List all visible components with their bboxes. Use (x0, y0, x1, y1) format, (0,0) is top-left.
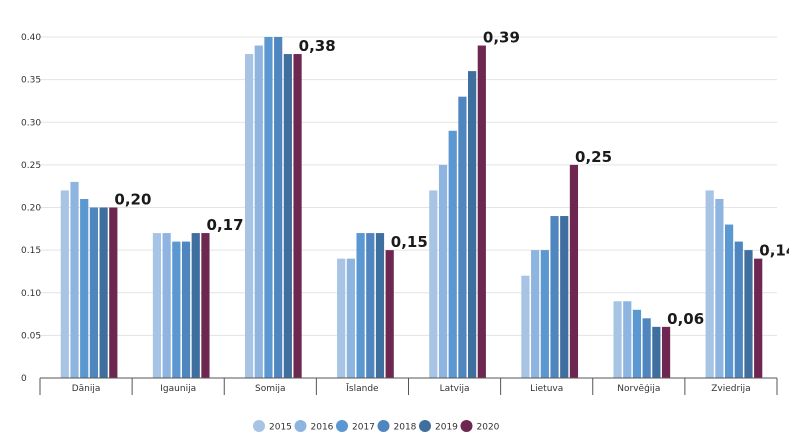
bar-2019 (560, 216, 569, 378)
data-label: 0,20 (114, 191, 151, 209)
x-tick-label: Īslande (346, 383, 379, 394)
data-label: 0,15 (391, 233, 428, 251)
x-tick-label: Zviedrija (711, 384, 750, 394)
y-tick-label: 0.10 (21, 289, 41, 299)
bar-2018 (274, 37, 283, 378)
bar-2019 (375, 233, 385, 378)
bar-2020 (569, 164, 579, 378)
bar-2018 (642, 318, 651, 378)
bar-2020 (661, 326, 671, 378)
bars (60, 37, 763, 379)
bar-2017 (80, 198, 89, 378)
x-axis (39, 377, 778, 395)
y-tick-label: 0.30 (21, 118, 41, 128)
legend: 2015 2016 2017 2018 2019 2020 (253, 420, 500, 433)
bar-2015 (429, 190, 438, 378)
bar-2015 (705, 190, 714, 378)
legend-label: 2020 (477, 423, 500, 433)
y-tick-label: 0.40 (21, 33, 41, 43)
bar-2016 (346, 258, 355, 378)
bar-2016 (70, 181, 79, 378)
legend-swatch (336, 420, 348, 432)
bar-2020 (385, 250, 394, 378)
bar-2020 (477, 45, 486, 379)
x-tick-label: Latvija (440, 384, 470, 394)
legend-label: 2016 (311, 423, 334, 433)
y-tick-label: 0.20 (21, 204, 41, 214)
legend-label: 2015 (269, 423, 292, 433)
legend-label: 2018 (394, 423, 417, 433)
bar-2015 (521, 275, 530, 378)
bar-2019 (652, 326, 661, 378)
data-label: 0,39 (483, 29, 520, 47)
bar-2017 (632, 309, 642, 378)
bar-2018 (550, 216, 559, 378)
bar-2020 (109, 207, 118, 378)
data-label: 0,06 (667, 310, 704, 328)
bar-2017 (264, 37, 273, 378)
labels: 0 0.05 0.10 0.15 0.20 0.25 0.30 0.35 0.40 0,20 Dān… (21, 29, 789, 394)
legend-label: 2019 (435, 423, 458, 433)
bar-2018 (458, 96, 467, 379)
bar-2016 (623, 301, 632, 378)
legend-swatch (294, 420, 307, 432)
bar-2020 (754, 258, 763, 378)
x-tick-label: Lietuva (530, 384, 563, 394)
bar-2015 (337, 258, 346, 378)
bar-2016 (715, 198, 724, 378)
y-tick-label: 0.25 (21, 161, 41, 171)
bar-2017 (540, 250, 549, 378)
bar-2018 (734, 241, 743, 378)
legend-swatch (253, 420, 265, 432)
bar-2019 (744, 250, 753, 378)
bar-2020 (201, 233, 210, 378)
y-tick-label: 0.15 (21, 246, 41, 256)
bar-2016 (438, 164, 448, 378)
bar-2019 (99, 207, 108, 378)
bar-2017 (448, 130, 457, 378)
legend-swatch (377, 420, 390, 432)
bar-2017 (356, 233, 365, 378)
bar-2017 (724, 224, 734, 378)
data-label: 0,25 (575, 148, 612, 166)
bar-2016 (531, 250, 540, 378)
data-label: 0,17 (207, 216, 244, 234)
legend-swatch (460, 420, 473, 432)
x-tick-label: Dānija (72, 384, 101, 394)
legend-swatch (419, 420, 431, 432)
bar-2018 (89, 207, 99, 378)
gridlines (40, 36, 777, 336)
bar-2016 (162, 233, 171, 378)
y-tick-label: 0 (21, 374, 27, 384)
data-label: 0,14 (759, 242, 789, 260)
bar-2016 (254, 45, 263, 379)
bar-2015 (244, 54, 254, 379)
bar-2017 (172, 241, 181, 378)
legend-label: 2017 (352, 423, 375, 433)
x-tick-label: Somija (255, 384, 286, 394)
bar-2015 (60, 190, 69, 378)
bar-2019 (468, 71, 477, 378)
bar-2015 (152, 233, 162, 378)
x-tick-label: Igaunija (160, 384, 196, 394)
bar-2020 (293, 54, 302, 379)
bar-2018 (366, 233, 375, 378)
y-tick-label: 0.05 (21, 331, 41, 341)
x-tick-label: Norvēģija (617, 384, 660, 394)
data-label: 0,38 (299, 37, 336, 55)
bar-2015 (613, 301, 622, 378)
y-tick-label: 0.35 (21, 76, 41, 86)
bar-2019 (283, 54, 292, 379)
bar-2018 (181, 241, 191, 378)
bar-2019 (191, 233, 200, 378)
